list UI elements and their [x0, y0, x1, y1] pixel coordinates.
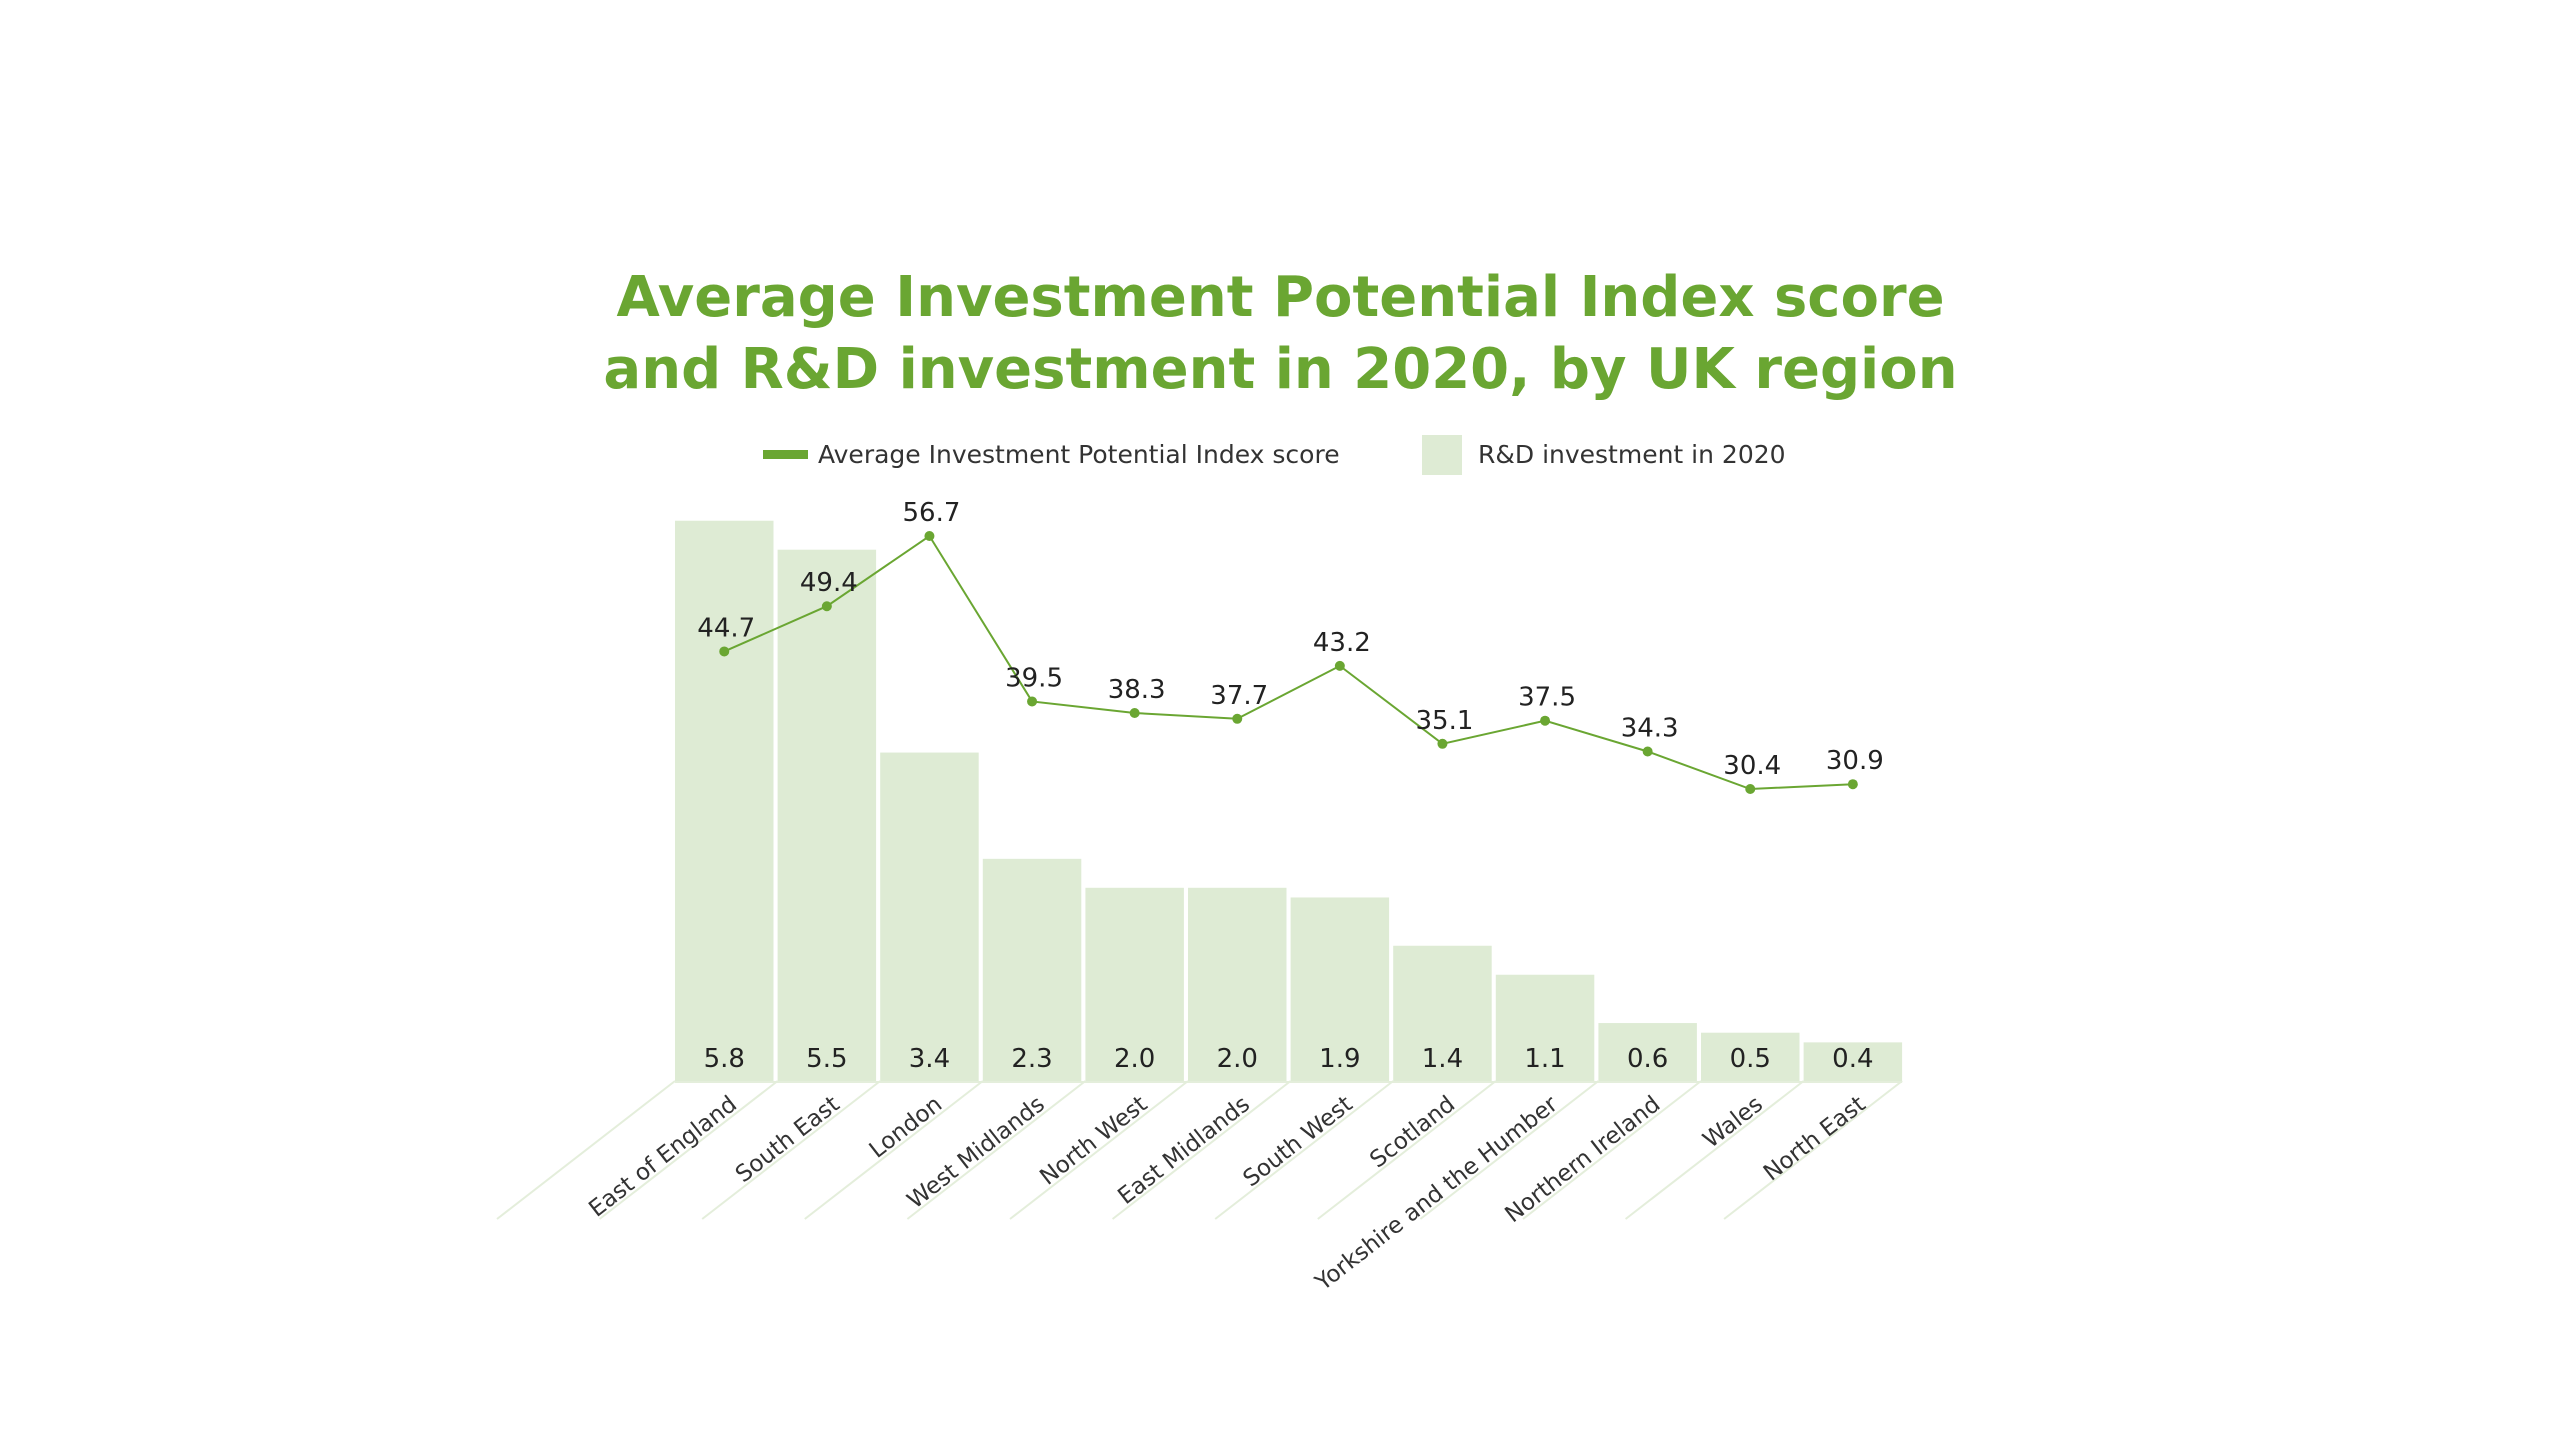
bar-1	[675, 520, 774, 1081]
category-divider	[1522, 1080, 1702, 1220]
category-divider	[804, 1080, 984, 1220]
bar-5	[1085, 887, 1184, 1081]
bar-value-labels: 5.8 5.5 3.4 2.3 2.0 2.0 1.9 1.4 1.1 0.6 0.5 0.4	[704, 1044, 1874, 1074]
bar-8	[1393, 945, 1492, 1081]
bar-7	[1290, 897, 1390, 1081]
bar-value-label: 2.0	[1114, 1044, 1155, 1074]
bar-value-label: 1.4	[1422, 1044, 1463, 1074]
category-divider	[1009, 1080, 1189, 1220]
line-value-label: 49.4	[800, 568, 858, 598]
category-divider	[1624, 1080, 1805, 1220]
bar-value-label: 2.0	[1217, 1044, 1258, 1074]
bar-value-label: 5.5	[806, 1044, 847, 1074]
category-divider	[1214, 1080, 1394, 1220]
category-divider	[496, 1080, 676, 1220]
bar-value-label: 0.6	[1627, 1044, 1668, 1074]
category-divider	[1723, 1080, 1903, 1220]
legend-bar-swatch-icon	[1422, 435, 1462, 475]
line-point-marker	[1334, 660, 1345, 671]
category-dividers	[496, 1080, 1903, 1220]
line-point-marker	[1642, 746, 1653, 757]
bar-value-label: 0.4	[1832, 1044, 1873, 1074]
line-point-marker	[821, 601, 832, 612]
category-label: North East	[1759, 1091, 1871, 1186]
category-label: Scotland	[1365, 1091, 1460, 1173]
bar-4	[982, 858, 1082, 1081]
category-label: East of England	[584, 1091, 742, 1222]
category-divider	[1317, 1080, 1497, 1220]
line-value-label: 30.9	[1826, 746, 1884, 776]
line-value-label: 35.1	[1416, 706, 1474, 736]
line-point-marker	[1027, 696, 1038, 707]
category-divider	[1111, 1080, 1292, 1220]
bar-value-label: 2.3	[1011, 1044, 1052, 1074]
bar-series	[675, 520, 1903, 1081]
bar-11	[1701, 1032, 1800, 1081]
chart-title-line-2: and R&D investment in 2020, by UK region	[603, 337, 1958, 402]
bar-10	[1598, 1023, 1697, 1081]
bar-12	[1803, 1042, 1903, 1081]
legend-line-label: Average Investment Potential Index score	[818, 440, 1340, 469]
line-value-label: 39.5	[1005, 663, 1063, 693]
bar-value-label: 1.1	[1524, 1044, 1565, 1074]
bar-9	[1495, 974, 1595, 1081]
bar-2	[777, 549, 877, 1081]
line-point-marker	[719, 646, 730, 657]
line-value-label: 37.7	[1210, 681, 1268, 711]
line-point-marker	[1847, 779, 1858, 790]
line-value-label: 56.7	[903, 498, 961, 528]
category-divider	[906, 1080, 1087, 1220]
line-value-label: 37.5	[1518, 683, 1576, 713]
bar-value-label: 0.5	[1730, 1044, 1771, 1074]
category-divider	[701, 1080, 881, 1220]
bar-value-label: 3.4	[909, 1044, 950, 1074]
line-value-label: 43.2	[1313, 628, 1371, 658]
line-point-marker	[1540, 715, 1551, 726]
chart-title: Average Investment Potential Index score…	[0, 262, 2561, 406]
line-value-label: 38.3	[1108, 675, 1166, 705]
bar-value-label: 1.9	[1319, 1044, 1360, 1074]
chart-title-line-1: Average Investment Potential Index score	[616, 265, 1945, 330]
index-score-line	[723, 534, 1853, 791]
legend-line-swatch-icon	[763, 450, 808, 459]
legend-bar-label: R&D investment in 2020	[1478, 440, 1786, 469]
line-series	[719, 531, 1858, 795]
category-divider	[1419, 1080, 1600, 1220]
category-label: South East	[731, 1091, 845, 1188]
line-point-marker	[1232, 713, 1243, 724]
category-label: Wales	[1698, 1091, 1768, 1153]
category-label: London	[865, 1091, 947, 1163]
bar-value-label: 5.8	[704, 1044, 745, 1074]
line-point-marker	[1745, 784, 1756, 795]
line-value-label: 44.7	[697, 613, 755, 643]
bar-6	[1188, 887, 1287, 1081]
line-value-label: 34.3	[1621, 713, 1679, 743]
category-divider	[598, 1080, 779, 1220]
line-value-labels: 44.7 49.4 56.7 39.5 38.3 37.7 43.2 35.1 37.5 34.3…	[697, 498, 1883, 781]
bar-3	[880, 752, 979, 1081]
line-point-marker	[1129, 708, 1140, 719]
line-point-marker	[924, 531, 935, 541]
line-value-label: 30.4	[1723, 751, 1781, 781]
line-point-marker	[1437, 738, 1448, 749]
